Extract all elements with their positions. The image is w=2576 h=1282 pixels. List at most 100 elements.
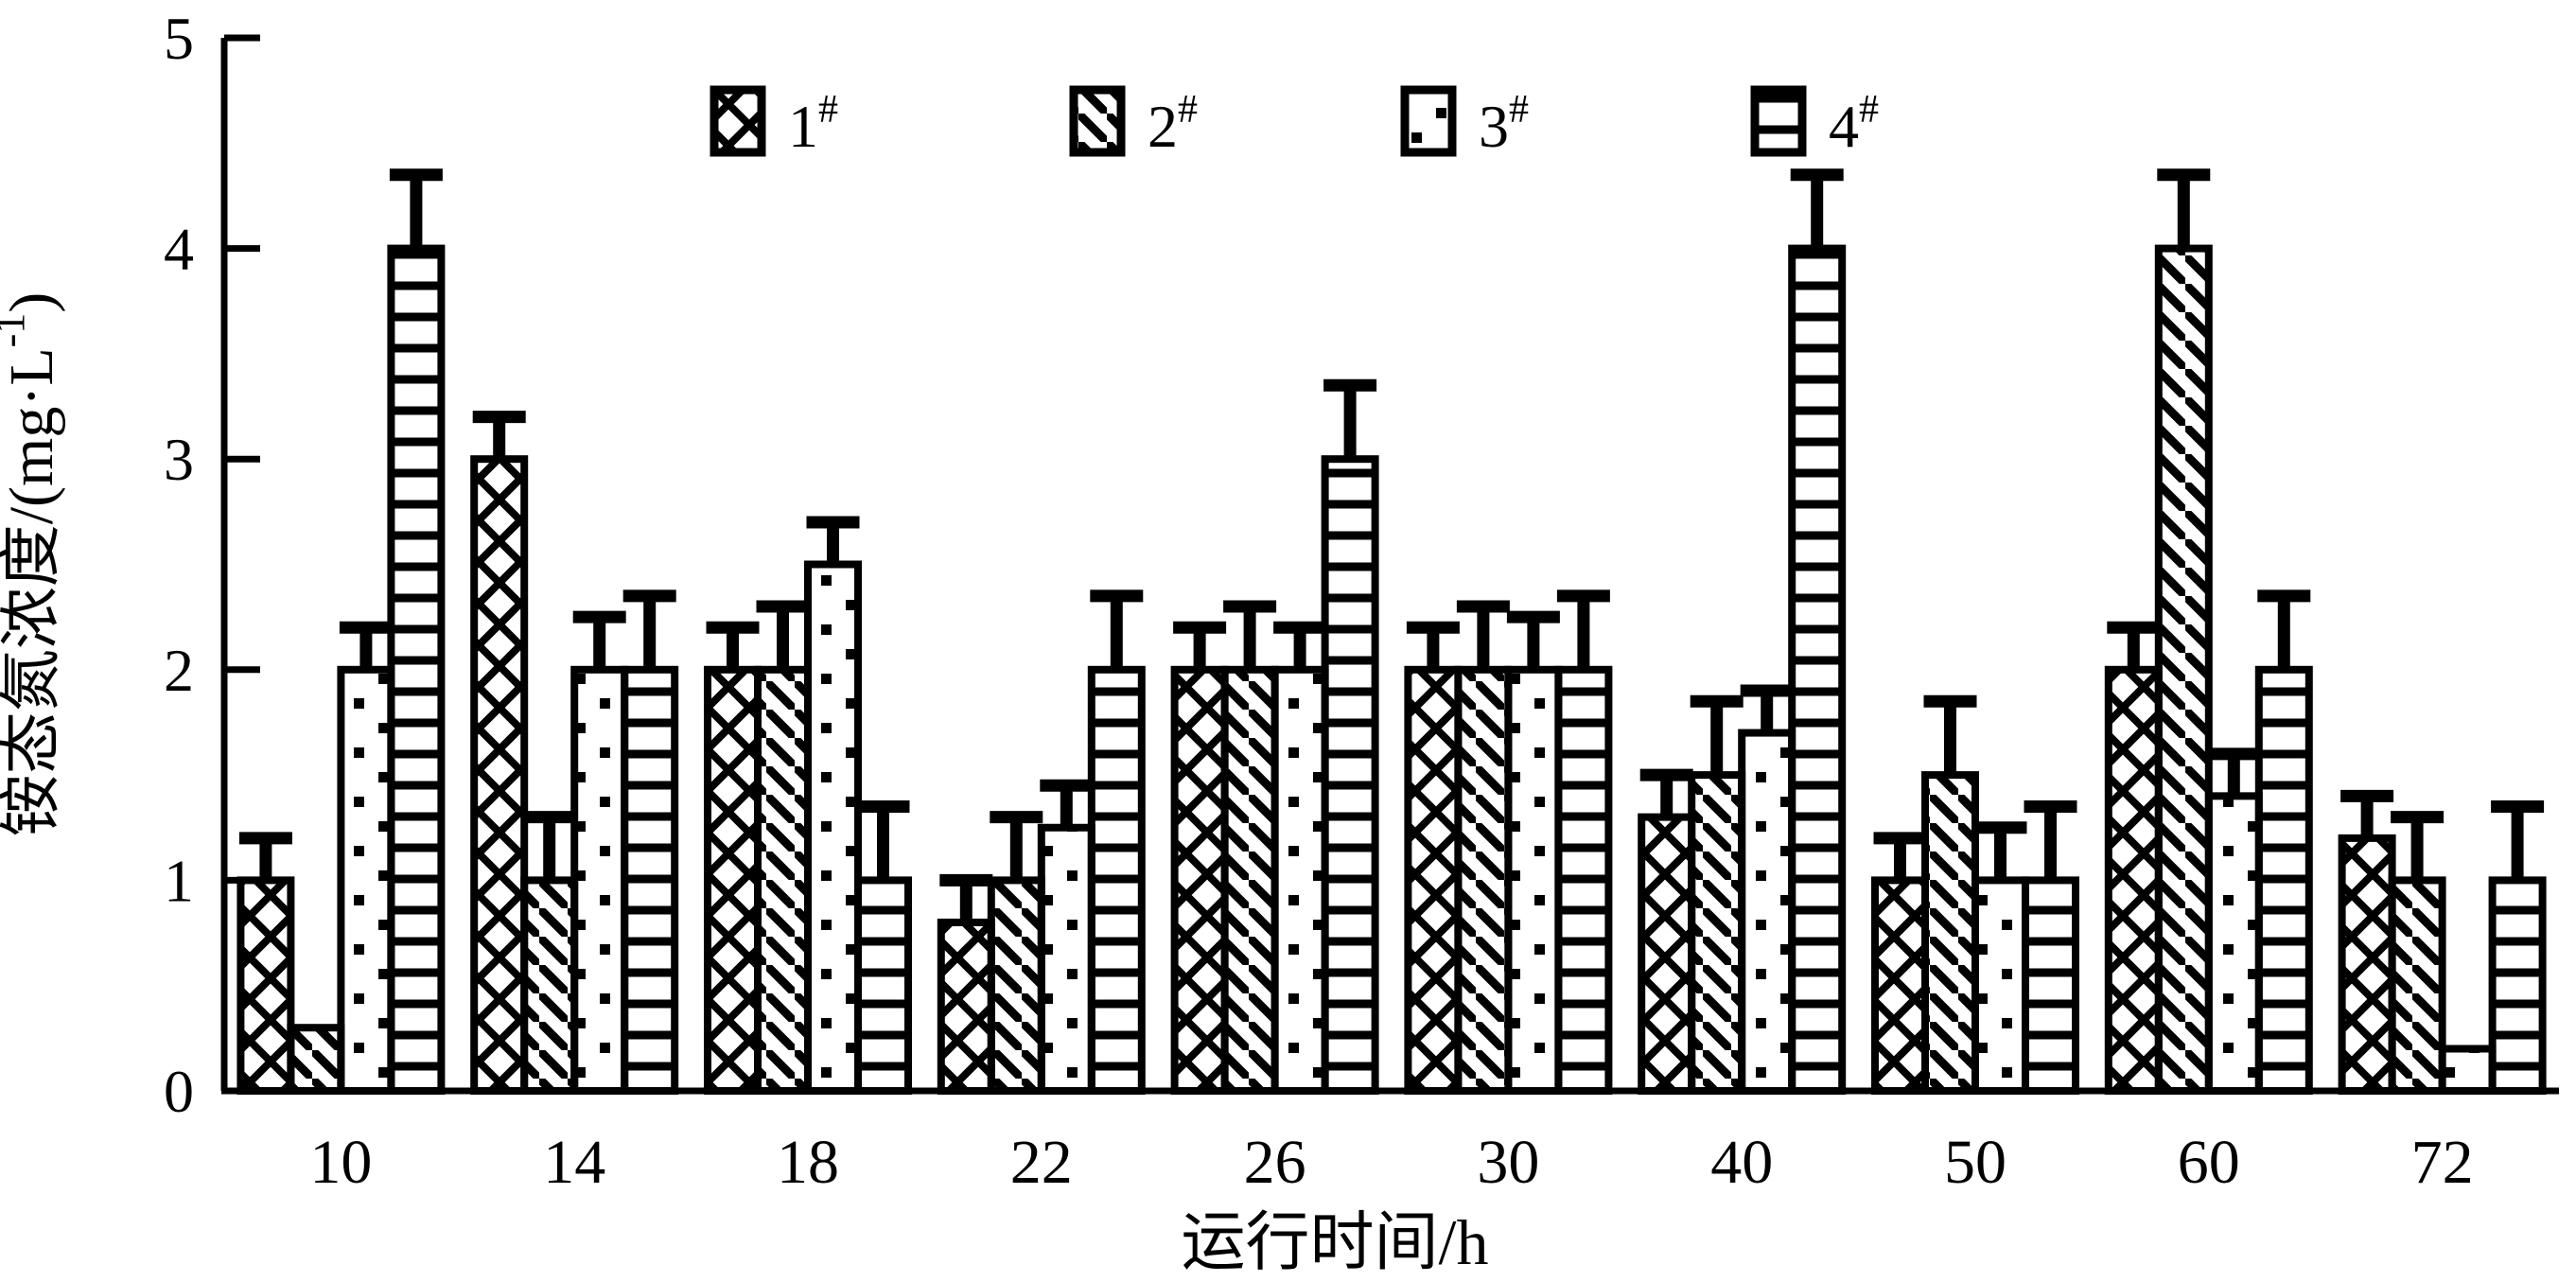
x-tick-label: 50 — [1944, 1128, 2006, 1197]
x-tick-label: 40 — [1710, 1128, 1773, 1197]
error-bar-1-72 — [2340, 789, 2394, 838]
y-tick-label: 3 — [164, 426, 194, 493]
y-tick-label: 0 — [164, 1058, 194, 1125]
x-tick-label: 22 — [1010, 1128, 1073, 1197]
y-axis-title: 铵态氮浓度/(mg·L-1) — [0, 292, 66, 837]
legend-label: 4# — [1829, 88, 1879, 160]
error-bar-3-40 — [1740, 684, 1794, 733]
bar-1-22 — [937, 918, 995, 1095]
bar-3-30 — [1504, 665, 1563, 1095]
x-tick-label: 18 — [777, 1128, 839, 1197]
error-bar-1-30 — [1406, 621, 1460, 670]
x-tick-label: 72 — [2411, 1128, 2474, 1197]
error-bar-3-26 — [1273, 621, 1327, 670]
bar-1-72 — [2338, 834, 2396, 1095]
y-tick-label: 2 — [164, 637, 194, 704]
bar-4-14 — [621, 665, 679, 1095]
bar-4-22 — [1087, 665, 1146, 1095]
bar-4-30 — [1554, 665, 1613, 1095]
bar-2-10 — [287, 1024, 345, 1095]
bar-3-26 — [1270, 665, 1329, 1095]
error-bar-3-14 — [572, 610, 626, 670]
bar-4-60 — [2254, 665, 2313, 1095]
bar-3-50 — [1971, 876, 2029, 1096]
x-tick-label: 26 — [1244, 1128, 1306, 1197]
bar-2-72 — [2388, 876, 2446, 1096]
error-bar-1-14 — [472, 411, 526, 460]
legend-swatch-hlines — [1750, 85, 1807, 157]
bar-4-72 — [2488, 876, 2547, 1096]
error-bar-2-50 — [1923, 694, 1977, 776]
error-bar-4-72 — [2491, 799, 2545, 881]
error-bar-2-22 — [990, 811, 1043, 881]
x-tick-label: 60 — [2178, 1128, 2240, 1197]
bar-1-26 — [1170, 665, 1229, 1095]
error-bar-2-72 — [2391, 811, 2445, 881]
error-bar-2-30 — [1456, 600, 1510, 670]
legend-item-2: 2# — [1069, 85, 1198, 160]
x-tick-label: 30 — [1477, 1128, 1539, 1197]
bar-4-26 — [1321, 455, 1379, 1095]
legend-label: 3# — [1479, 88, 1529, 160]
error-bar-4-10 — [389, 168, 443, 249]
y-tick-label: 5 — [164, 5, 194, 72]
error-bar-1-50 — [1873, 832, 1927, 881]
error-bar-2-40 — [1690, 694, 1744, 776]
bar-1-40 — [1638, 813, 1696, 1095]
error-bar-4-50 — [2024, 799, 2077, 881]
bar-2-18 — [754, 665, 812, 1095]
bar-4-10 — [387, 244, 446, 1096]
legend-swatch-dots — [1400, 85, 1457, 157]
y-tick-label: 4 — [164, 216, 194, 283]
legend-item-4: 4# — [1750, 85, 1879, 160]
bar-3-22 — [1037, 823, 1095, 1095]
legend-swatch-crosshatch — [710, 85, 766, 157]
bar-4-40 — [1788, 244, 1847, 1096]
error-bar-3-50 — [1973, 821, 2027, 881]
bar-2-50 — [1921, 771, 1979, 1095]
bar-3-14 — [570, 665, 629, 1095]
error-bar-4-18 — [856, 799, 910, 881]
error-bar-4-40 — [1790, 168, 1844, 249]
bar-3-60 — [2204, 792, 2263, 1095]
x-axis-title: 运行时间/h — [1182, 1206, 1489, 1278]
error-bar-2-18 — [756, 600, 810, 670]
series-3 — [337, 516, 2497, 1096]
bar-2-60 — [2154, 244, 2213, 1096]
bar-2-30 — [1454, 665, 1513, 1095]
bar-2-22 — [987, 876, 1045, 1096]
error-bar-2-26 — [1223, 600, 1277, 670]
legend-item-1: 1# — [710, 85, 838, 160]
error-bar-1-60 — [2107, 621, 2161, 670]
error-bar-3-18 — [806, 516, 860, 565]
bar-1-60 — [2104, 665, 2163, 1095]
error-bar-4-14 — [622, 589, 676, 670]
error-bar-1-22 — [939, 873, 993, 922]
error-bar-3-30 — [1506, 610, 1560, 670]
legend-item-3: 3# — [1400, 85, 1529, 160]
bar-2-26 — [1220, 665, 1279, 1095]
bar-1-30 — [1404, 665, 1463, 1095]
bar-4-18 — [854, 876, 912, 1096]
legend-label: 1# — [788, 88, 838, 160]
error-bar-3-60 — [2207, 747, 2261, 797]
error-bar-3-22 — [1040, 779, 1094, 828]
error-bar-1-40 — [1639, 768, 1693, 817]
error-bar-4-60 — [2257, 589, 2311, 670]
bar-1-14 — [470, 455, 529, 1095]
error-bar-1-18 — [706, 621, 760, 670]
bar-1-18 — [704, 665, 762, 1095]
x-tick-label: 10 — [309, 1128, 372, 1197]
bar-3-72 — [2438, 1045, 2497, 1095]
error-bar-2-60 — [2157, 168, 2211, 249]
bar-2-14 — [520, 876, 579, 1096]
series-1 — [237, 411, 2396, 1096]
error-bar-4-26 — [1323, 378, 1377, 460]
error-bar-1-26 — [1173, 621, 1227, 670]
bar-2-40 — [1688, 771, 1746, 1095]
bar-1-50 — [1871, 876, 1929, 1096]
error-bar-1-10 — [238, 832, 292, 881]
y-tick-label: 1 — [164, 847, 194, 914]
